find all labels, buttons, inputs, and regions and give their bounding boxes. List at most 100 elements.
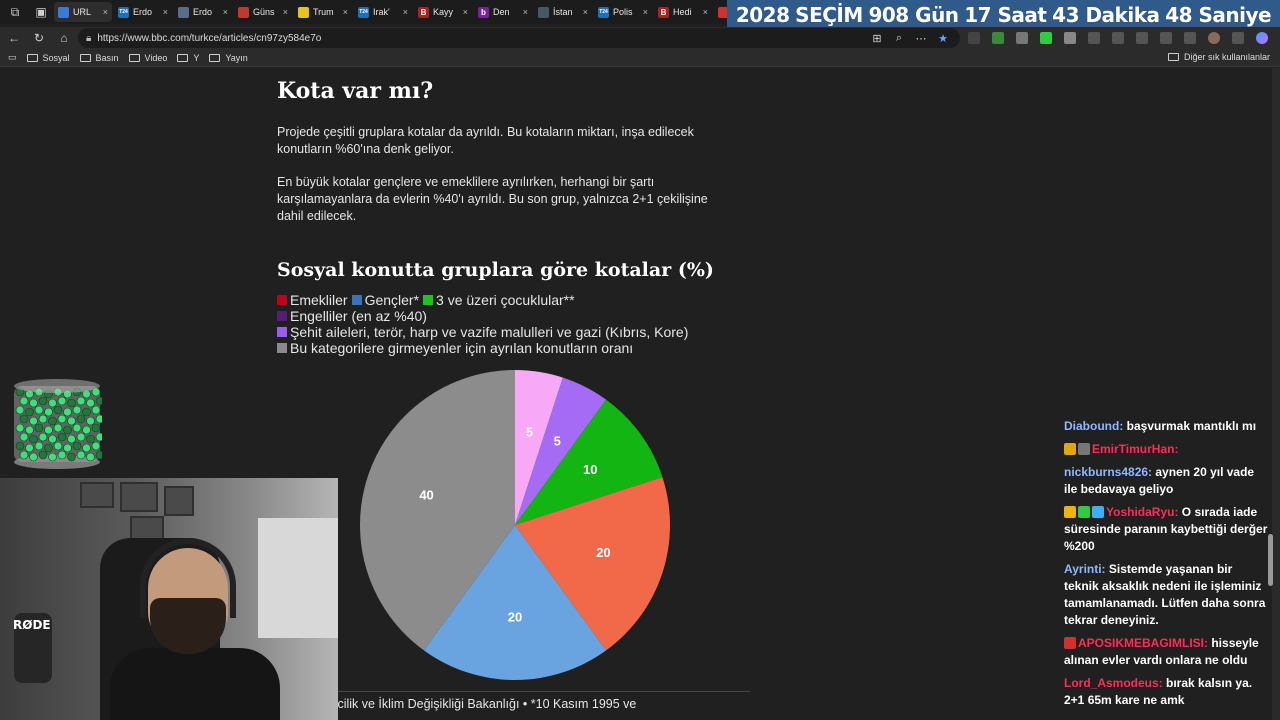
chat-username[interactable]: APOSIKMEBAGIMLISI: — [1078, 636, 1209, 650]
chat-username[interactable]: nickburns4826: — [1064, 465, 1153, 479]
tab-favicon-icon — [238, 6, 249, 18]
home-icon[interactable]: ⌂ — [60, 31, 68, 45]
other-bookmarks[interactable]: Diğer sık kullanılanlar — [1167, 52, 1270, 62]
chart-heading: Sosyal konutta gruplara göre kotalar (%) — [277, 259, 714, 281]
page-scrollbar[interactable] — [1272, 68, 1280, 720]
profile-avatar[interactable] — [1208, 32, 1220, 44]
folder-icon — [26, 53, 38, 62]
tab-close-icon[interactable]: × — [462, 7, 468, 17]
browser-tab[interactable]: Erdo × — [174, 2, 232, 22]
jar-ball — [29, 416, 38, 426]
jar-ball — [19, 414, 29, 424]
jar-ball — [67, 434, 76, 444]
jar-ball — [29, 398, 38, 408]
tab-close-icon[interactable]: × — [522, 7, 528, 17]
tab-favicon-icon: T24 — [118, 6, 129, 18]
zoom-icon[interactable]: ⌕ — [895, 31, 903, 44]
legend-item: 3 ve üzeri çocuklular** — [423, 292, 575, 308]
copilot-icon[interactable] — [1256, 32, 1268, 44]
jar-ball — [34, 405, 44, 415]
extensions-icon[interactable] — [1088, 32, 1100, 44]
jar-ball — [57, 396, 67, 406]
url-field[interactable]: 🔒︎ https://www.bbc.com/turkce/articles/c… — [78, 28, 960, 48]
jar-ball — [57, 414, 67, 424]
lock-icon: 🔒︎ — [86, 32, 92, 44]
chat-scrollbar[interactable] — [1268, 534, 1273, 586]
collections-icon[interactable] — [1160, 32, 1172, 44]
pie-slice — [515, 399, 663, 525]
pie-slice-label: 5 — [526, 425, 533, 440]
refresh-icon[interactable]: ↻ — [33, 31, 45, 45]
jar-ball — [82, 443, 91, 453]
bookmark-app-icon[interactable]: ▭ — [8, 52, 17, 62]
extension-icon[interactable] — [1016, 32, 1028, 44]
jar-ball — [86, 398, 95, 408]
favorites-icon[interactable] — [1136, 32, 1148, 44]
browser-tab[interactable]: B Hedi × — [654, 2, 712, 22]
extension-icon[interactable] — [1040, 32, 1052, 44]
tab-close-icon[interactable]: × — [222, 7, 228, 17]
browser-tab[interactable]: Güns × — [234, 2, 292, 22]
tab-close-icon[interactable]: × — [162, 7, 168, 17]
browser-essentials-icon[interactable] — [1184, 32, 1196, 44]
browser-tab[interactable]: URL × — [54, 2, 112, 22]
jar-ball — [53, 423, 63, 433]
bookmark-folder[interactable]: Y — [177, 53, 199, 63]
mic-brand: RØDE — [13, 618, 51, 632]
browser-tab[interactable]: T24 Erdo × — [114, 2, 172, 22]
bookmark-folder[interactable]: Video — [128, 53, 167, 63]
folder-icon — [209, 53, 221, 62]
browser-tab[interactable]: T24 Polis × — [594, 2, 652, 22]
extension-icon[interactable] — [968, 32, 980, 44]
tab-close-icon[interactable]: × — [702, 7, 708, 17]
paragraph-2: En büyük kotalar gençlere ve emeklilere … — [277, 175, 708, 223]
chat-username[interactable]: Diabound: — [1064, 419, 1124, 433]
bookmark-folder[interactable]: Yayın — [209, 53, 248, 63]
chat-message: Ayrinti: Sistemde yaşanan bir teknik aks… — [1064, 561, 1270, 629]
jar-ball — [15, 423, 25, 433]
settings-more-icon[interactable] — [1232, 32, 1244, 44]
countdown-label: SEÇİM — [795, 2, 863, 27]
browser-tab[interactable]: B Kayy × — [414, 2, 472, 22]
chat-username[interactable]: Lord_Asmodeus: — [1064, 676, 1163, 690]
favorite-star-icon[interactable]: ★ — [938, 32, 948, 45]
chat-username[interactable]: EmirTimurHan: — [1092, 442, 1179, 456]
extension-icon[interactable] — [1064, 32, 1076, 44]
tab-close-icon[interactable]: × — [642, 7, 648, 17]
jar-ball — [95, 414, 102, 424]
chat-text: O sırada iade süresinde paranın kaybetti… — [1064, 505, 1268, 553]
pie-slice-label: 40 — [419, 488, 433, 503]
split-view-icon[interactable] — [1112, 32, 1124, 44]
browser-tab[interactable]: İstan × — [534, 2, 592, 22]
chat-badge-icon — [1078, 506, 1090, 518]
url-text[interactable]: https://www.bbc.com/turkce/articles/cn97… — [97, 32, 322, 44]
back-icon[interactable]: ← — [8, 31, 20, 45]
tab-close-icon[interactable]: × — [342, 7, 348, 17]
browser-tab[interactable]: b Den × — [474, 2, 532, 22]
chat-badge-icon — [1078, 443, 1090, 455]
extensions-bar — [962, 29, 1274, 47]
jar-ball — [29, 452, 38, 462]
tab-close-icon[interactable]: × — [582, 7, 588, 17]
browser-tab[interactable]: T24 Irak' × — [354, 2, 412, 22]
chat-username[interactable]: Ayrinti: — [1064, 562, 1106, 576]
pie-slice — [360, 370, 515, 651]
tab-close-icon[interactable]: × — [402, 7, 408, 17]
chat-message: EmirTimurHan: — [1064, 441, 1270, 458]
chat-username[interactable]: YoshidaRyu: — [1106, 505, 1179, 519]
bookmark-folder[interactable]: Sosyal — [26, 53, 70, 63]
legend-label: Şehit aileleri, terör, harp ve vazife ma… — [290, 324, 689, 340]
tab-actions-icon[interactable]: ▣ — [35, 5, 47, 19]
tab-close-icon[interactable]: × — [282, 7, 288, 17]
apps-icon[interactable]: ⊞ — [872, 32, 882, 45]
legend-item: Gençler* — [351, 292, 419, 308]
tab-close-icon[interactable]: × — [102, 7, 108, 17]
jar-ball — [86, 452, 95, 462]
browser-tab[interactable]: Trum × — [294, 2, 352, 22]
bookmark-folder[interactable]: Basın — [79, 53, 119, 63]
chat-badge-icon — [1092, 506, 1104, 518]
chat-message: APOSIKMEBAGIMLISI: hisseyle alınan evler… — [1064, 635, 1270, 669]
more-icon[interactable]: ⋯ — [915, 32, 927, 45]
workspaces-icon[interactable]: ⧉ — [10, 4, 20, 19]
extension-icon[interactable] — [992, 32, 1004, 44]
